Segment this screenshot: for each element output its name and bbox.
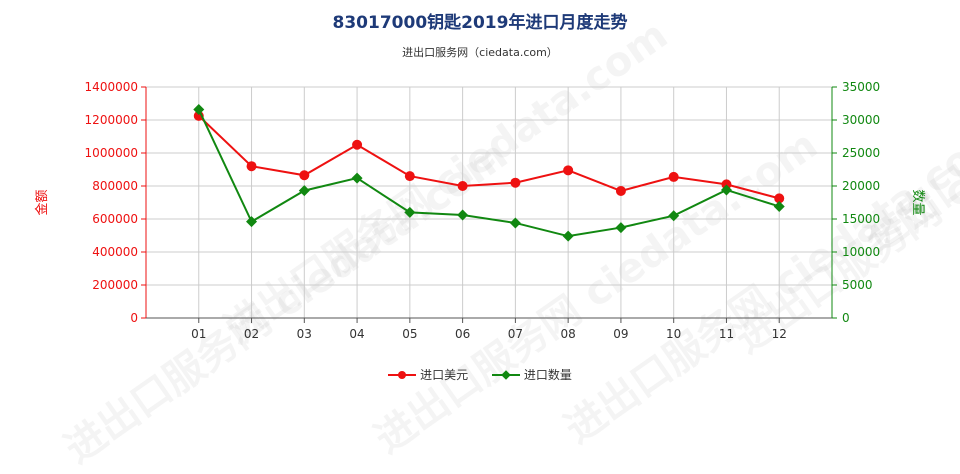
series-line-amount — [198, 115, 780, 200]
legend-amount-label: 进口美元 — [420, 368, 469, 382]
data-point-amount — [246, 161, 257, 172]
data-point-quantity — [668, 210, 680, 222]
data-point-quantity — [457, 209, 469, 221]
data-point-quantity — [246, 216, 258, 228]
data-point-quantity — [351, 172, 363, 184]
y-left-tick-label: 0 — [130, 311, 138, 325]
data-point-amount — [721, 179, 732, 190]
data-point-quantity — [298, 185, 310, 197]
data-point-quantity — [720, 184, 732, 196]
legend-amount-swatch — [388, 370, 417, 380]
data-point-quantity — [562, 230, 574, 242]
y-right-axis-label: 数量 — [910, 189, 925, 215]
x-tick-label: 06 — [455, 327, 470, 341]
y-right-tick-label: 30000 — [842, 113, 880, 127]
chart-subtitle: 进出口服务网（ciedata.com） — [402, 46, 558, 59]
x-tick-label: 11 — [719, 327, 734, 341]
x-tick-label: 12 — [772, 327, 787, 341]
data-point-quantity — [193, 103, 205, 115]
x-tick-label: 01 — [191, 327, 206, 341]
y-right-tick-label: 15000 — [842, 212, 880, 226]
data-point-amount — [457, 181, 468, 191]
x-tick-label: 05 — [402, 327, 417, 341]
y-right-tick-label: 0 — [842, 311, 850, 325]
chart-title: 83017000钥匙2019年进口月度走势 — [332, 13, 628, 33]
legend-item-quantity[interactable]: 进口数量 — [491, 366, 572, 383]
data-point-quantity — [404, 206, 416, 218]
x-tick-label: 10 — [666, 327, 681, 341]
x-tick-label: 03 — [297, 327, 312, 341]
x-tick-label: 02 — [244, 327, 259, 341]
data-point-amount — [668, 171, 679, 182]
legend-item-amount[interactable]: 进口美元 — [388, 366, 468, 383]
data-point-amount — [352, 139, 363, 150]
data-point-amount — [774, 193, 785, 204]
y-left-axis-label: 金额 — [34, 189, 50, 215]
legend-quantity-label: 进口数量 — [523, 368, 572, 382]
y-right-tick-label: 20000 — [842, 179, 880, 193]
x-tick-label: 07 — [508, 327, 523, 341]
legend-quantity-swatch — [491, 369, 520, 380]
series-line-quantity — [197, 109, 780, 238]
data-point-amount — [615, 185, 626, 196]
y-left-tick-label: 1200000 — [85, 113, 138, 127]
line-chart: 0200000400000600000800000100000012000001… — [34, 80, 925, 341]
y-left-tick-label: 1000000 — [85, 146, 138, 160]
y-left-tick-label: 1400000 — [85, 80, 138, 94]
x-tick-label: 08 — [561, 327, 576, 341]
y-left-tick-label: 600000 — [92, 212, 138, 226]
y-right-tick-label: 25000 — [842, 146, 880, 160]
y-right-tick-label: 10000 — [842, 245, 880, 259]
data-point-quantity — [509, 217, 521, 229]
data-point-amount — [510, 177, 521, 188]
data-point-quantity — [773, 200, 785, 212]
x-tick-label: 09 — [613, 327, 628, 341]
x-tick-label: 04 — [349, 327, 364, 341]
y-left-tick-label: 800000 — [92, 179, 138, 193]
y-right-tick-label: 35000 — [842, 80, 880, 94]
y-left-tick-label: 200000 — [92, 278, 138, 292]
data-point-quantity — [615, 222, 627, 234]
y-right-tick-label: 5000 — [842, 278, 873, 292]
chart-legend: 进口美元 进口数量 — [0, 366, 960, 383]
data-point-amount — [563, 165, 574, 176]
data-point-amount — [404, 171, 415, 182]
y-left-tick-label: 400000 — [92, 245, 138, 259]
data-point-amount — [299, 170, 310, 181]
